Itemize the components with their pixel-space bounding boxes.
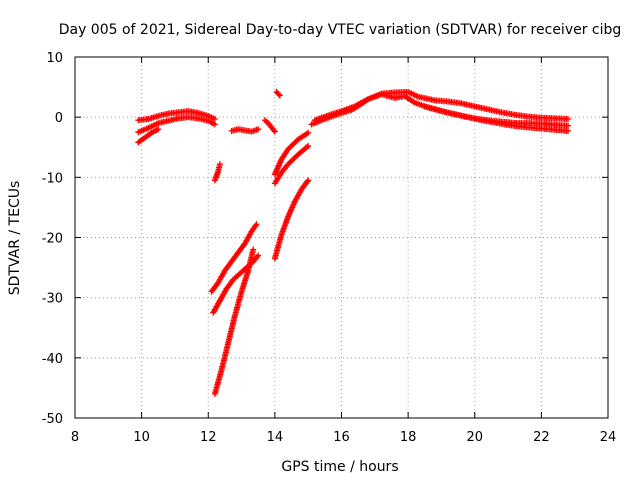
series-track-j bbox=[273, 88, 283, 99]
series-track-o bbox=[311, 88, 572, 124]
data-point bbox=[271, 128, 278, 135]
data-point bbox=[565, 128, 572, 135]
series-track-b bbox=[135, 114, 218, 136]
data-point bbox=[565, 122, 572, 129]
data-point bbox=[255, 252, 262, 259]
y-axis-label: SDTVAR / TECUs bbox=[7, 181, 23, 296]
data-point bbox=[253, 221, 260, 228]
data-point bbox=[276, 92, 283, 99]
data-point bbox=[304, 178, 311, 185]
series-track-i bbox=[261, 117, 278, 135]
data-point bbox=[565, 115, 572, 122]
series-track-e bbox=[208, 221, 260, 295]
data-point bbox=[303, 144, 310, 151]
y-tick-label: -20 bbox=[42, 232, 63, 247]
y-tick-labels: -50 -40 -30 -20 -10 0 10 bbox=[42, 51, 63, 427]
series-track-l bbox=[271, 143, 312, 187]
series-track-h bbox=[228, 126, 262, 135]
x-tick-label: 18 bbox=[400, 430, 417, 445]
data-point bbox=[250, 246, 257, 253]
data-point bbox=[255, 126, 262, 133]
series-track-m bbox=[271, 177, 312, 262]
data-point bbox=[155, 126, 162, 133]
series-track-a bbox=[135, 108, 218, 124]
x-tick-label: 16 bbox=[333, 430, 350, 445]
data-points bbox=[135, 88, 572, 397]
x-axis-label: GPS time / hours bbox=[281, 459, 398, 475]
data-point bbox=[211, 121, 218, 128]
series-track-k bbox=[271, 129, 312, 178]
x-tick-label: 20 bbox=[466, 430, 483, 445]
axis-ticks bbox=[74, 56, 609, 419]
data-point bbox=[305, 129, 312, 136]
chart-title: Day 005 of 2021, Sidereal Day-to-day VTE… bbox=[59, 22, 622, 38]
y-tick-label: 10 bbox=[46, 51, 63, 66]
x-tick-label: 8 bbox=[71, 430, 79, 445]
y-tick-label: -50 bbox=[42, 412, 63, 427]
x-tick-label: 14 bbox=[267, 430, 284, 445]
data-point bbox=[211, 115, 218, 122]
x-tick-label: 22 bbox=[533, 430, 550, 445]
data-point bbox=[305, 143, 312, 150]
y-tick-label: 0 bbox=[55, 111, 63, 126]
series-track-c bbox=[135, 126, 162, 146]
y-tick-label: -10 bbox=[42, 171, 63, 186]
data-point bbox=[216, 161, 223, 168]
data-point bbox=[305, 177, 312, 184]
y-tick-label: -40 bbox=[42, 352, 63, 367]
series-track-g bbox=[211, 246, 257, 397]
y-tick-label: -30 bbox=[42, 292, 63, 307]
series-track-p bbox=[421, 103, 572, 129]
x-tick-labels: 8 10 12 14 16 18 20 22 24 bbox=[71, 430, 616, 445]
x-tick-label: 12 bbox=[200, 430, 217, 445]
x-tick-label: 24 bbox=[600, 430, 617, 445]
x-tick-label: 10 bbox=[133, 430, 150, 445]
data-point bbox=[275, 91, 282, 98]
series-track-d bbox=[211, 161, 223, 184]
